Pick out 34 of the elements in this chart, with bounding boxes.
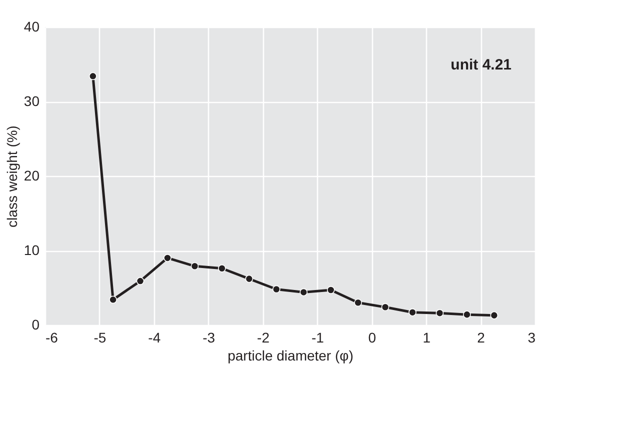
point	[245, 274, 254, 283]
point	[354, 298, 362, 307]
point	[272, 285, 280, 294]
x-tick-label: -5	[94, 330, 106, 346]
x-tick-label: -2	[257, 330, 270, 346]
x-tick-label: 3	[528, 330, 536, 346]
y-tick-label: 20	[24, 168, 40, 184]
x-tick-label: 2	[477, 330, 486, 346]
point	[300, 288, 308, 296]
point	[436, 309, 444, 318]
annotation: unit 4.21	[450, 56, 512, 74]
point	[164, 254, 172, 262]
y-tick-label: 0	[32, 316, 40, 332]
y-tick-label: 10	[24, 242, 40, 258]
x-tick-label: 1	[422, 330, 431, 346]
x-tick-label: -3	[202, 330, 216, 346]
x-tick-label: -1	[311, 330, 324, 346]
point	[218, 264, 226, 272]
x-tick-label: -6	[46, 330, 58, 346]
point	[381, 303, 390, 312]
y-axis-title: class weight (%)	[4, 126, 20, 228]
point	[408, 308, 416, 316]
point	[190, 262, 199, 270]
y-tick-label: 30	[24, 93, 40, 109]
x-axis-title: particle diameter (φ)	[228, 348, 354, 364]
point	[490, 311, 498, 320]
point	[326, 286, 335, 294]
point	[109, 296, 117, 304]
x-tick-label: 0	[368, 330, 376, 346]
x-tick-label: -4	[148, 330, 161, 346]
point	[463, 310, 471, 318]
point	[88, 72, 97, 80]
y-tick-label: 40	[24, 18, 40, 34]
point	[136, 277, 144, 285]
